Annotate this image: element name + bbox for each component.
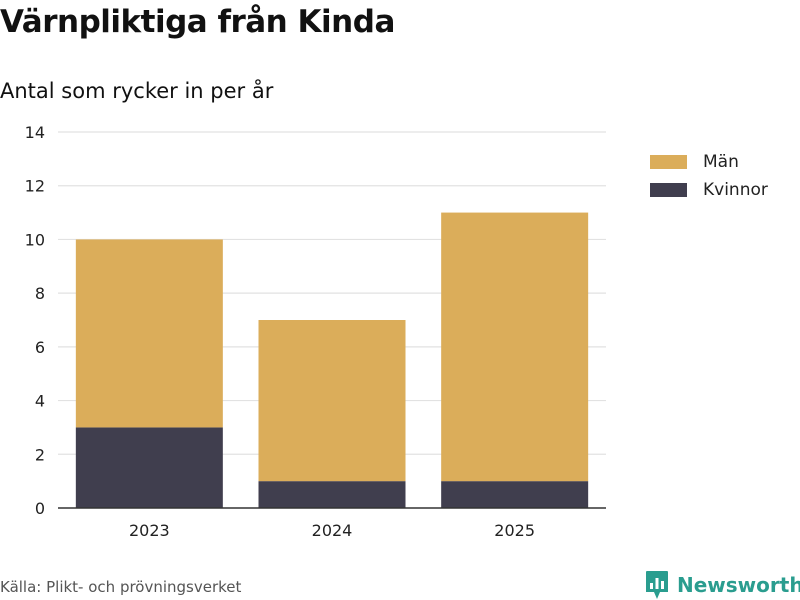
- legend-label-man: Män: [703, 152, 739, 172]
- legend-item-man: Män: [650, 148, 768, 176]
- brand-name: Newsworthy: [677, 573, 800, 597]
- y-tick-label: 4: [35, 392, 45, 411]
- y-tick-label: 2: [35, 445, 45, 464]
- chart-legend: Män Kvinnor: [650, 148, 768, 204]
- legend-swatch-man: [650, 155, 687, 169]
- source-note: Källa: Plikt- och prövningsverket: [0, 578, 242, 596]
- x-tick-label: 2024: [312, 521, 353, 540]
- bar-män-2023: [75, 239, 223, 428]
- bar-kvinnor-2023: [75, 427, 223, 508]
- chart-title: Värnpliktiga från Kinda: [0, 4, 395, 40]
- y-tick-label: 8: [35, 284, 45, 303]
- y-tick-label: 6: [35, 338, 45, 357]
- bar-män-2025: [441, 212, 589, 482]
- bar-män-2024: [258, 320, 406, 482]
- x-tick-label: 2025: [494, 521, 535, 540]
- y-tick-label: 0: [35, 499, 45, 518]
- bar-kvinnor-2025: [441, 481, 589, 508]
- legend-label-kvinnor: Kvinnor: [703, 180, 768, 200]
- bar-kvinnor-2024: [258, 481, 406, 508]
- legend-item-kvinnor: Kvinnor: [650, 176, 768, 204]
- y-tick-label: 10: [25, 230, 45, 249]
- chart-subtitle: Antal som rycker in per år: [0, 79, 274, 103]
- legend-swatch-kvinnor: [650, 183, 687, 197]
- bar-chart-badge-icon: [646, 571, 668, 599]
- brand-logo: Newsworthy: [645, 570, 800, 600]
- y-tick-label: 12: [25, 177, 45, 196]
- y-tick-label: 14: [25, 123, 45, 142]
- x-tick-label: 2023: [129, 521, 170, 540]
